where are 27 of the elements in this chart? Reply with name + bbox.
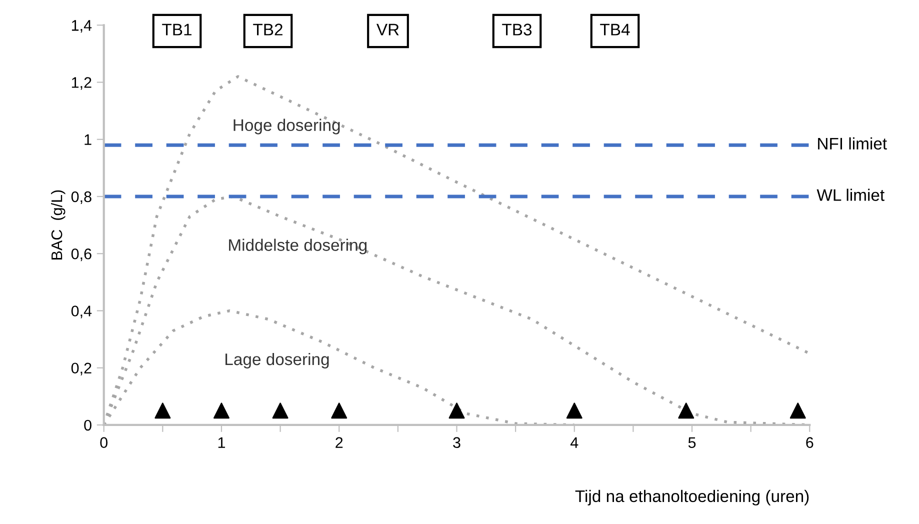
annotation: TB3 [502,24,532,36]
y-tick-label: 1 [84,134,92,145]
y-axis-title: BAC (g/L) [51,190,66,260]
series-label: Hoge dosering [234,118,340,134]
annotation: VR [376,24,399,36]
x-axis-title: Tijd na ethanoltoediening (uren) [575,490,809,506]
x-tick-label: 1 [218,437,225,448]
x-tick-label: 5 [688,437,696,448]
y-tick-label: 1,2 [72,77,92,90]
y-tick-label: 0,8 [71,191,92,204]
annotation: TB4 [600,24,630,36]
y-tick-label: 0,4 [71,306,92,318]
y-tick-label: 0,6 [71,248,92,262]
annotation: TB2 [253,24,282,36]
x-tick-label: 6 [806,437,814,448]
x-tick-label: 2 [336,437,343,448]
y-tick-label: 0,2 [71,362,92,376]
series-label: Lage dosering [226,352,329,368]
x-tick-label: 0 [100,437,108,448]
x-tick-label: 3 [453,437,460,448]
x-tick-label: 4 [570,437,578,448]
annotation: TB1 [162,24,192,36]
ref-line-label: WL limiet [816,188,884,201]
series-label: Middelste dosering [229,238,367,254]
y-tick-label: 1,4 [72,20,92,33]
y-tick-label: 0 [84,420,92,431]
ref-line-label: NFI limiet [818,137,887,150]
